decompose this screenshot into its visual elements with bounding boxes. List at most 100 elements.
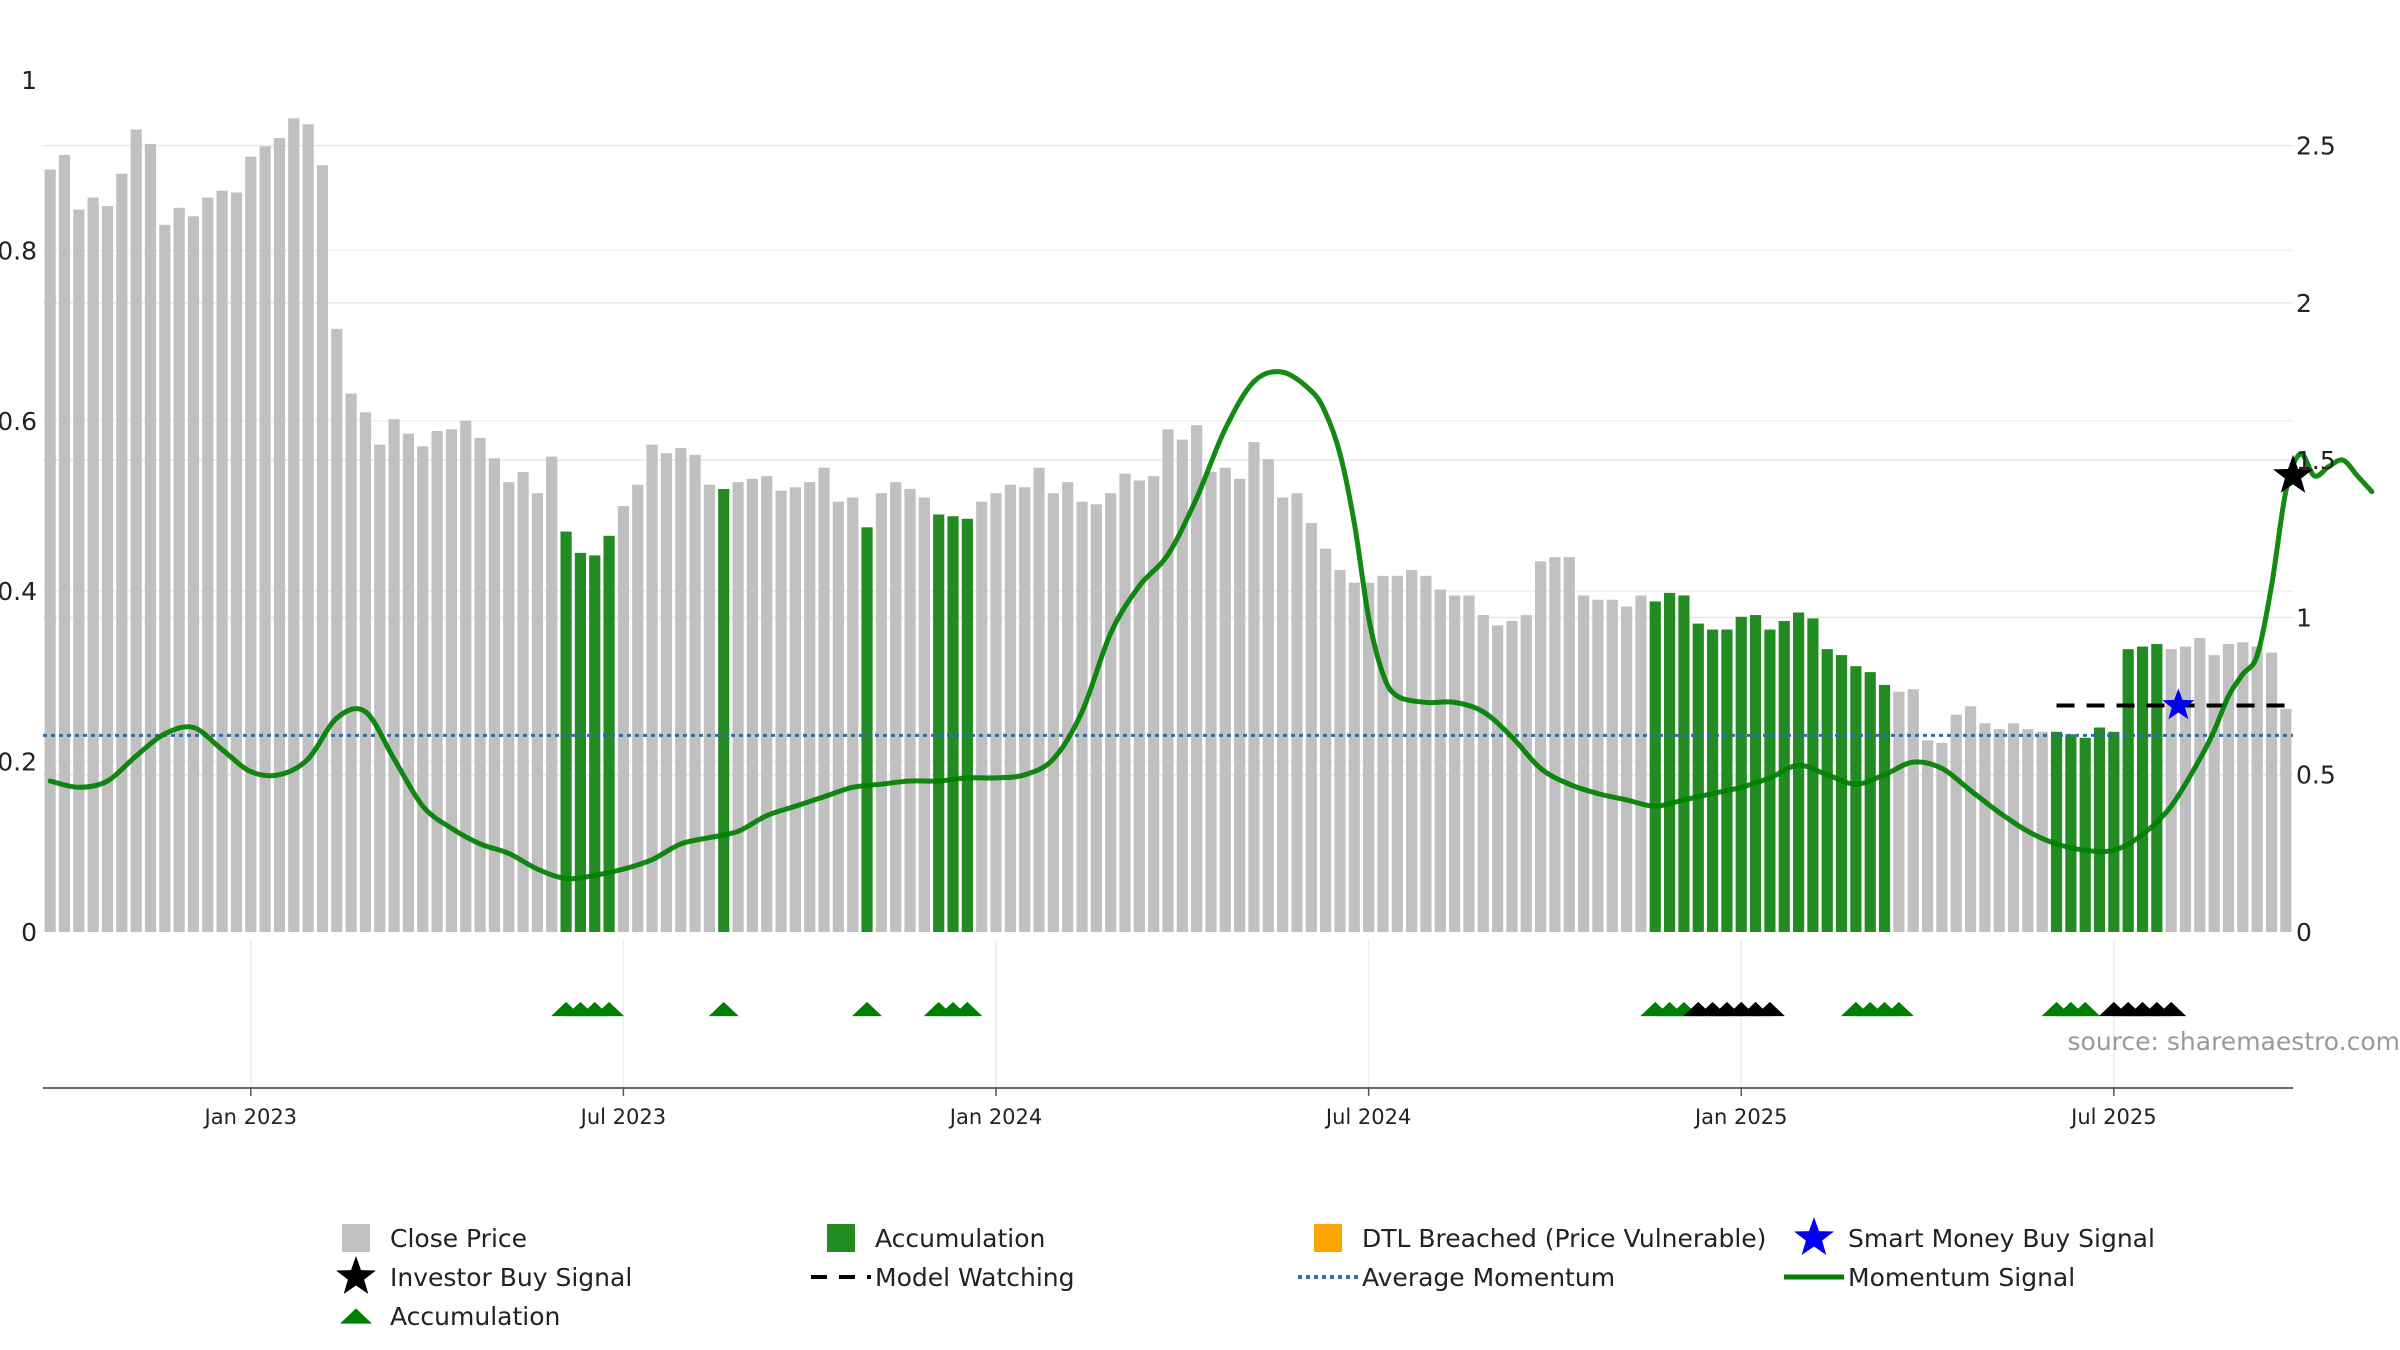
- close-price-bar-43: [660, 453, 672, 932]
- left-tick-label-1: 0.2: [0, 748, 37, 777]
- accumulation-bar-127: [1864, 672, 1876, 932]
- close-price-bar-4: [101, 206, 114, 932]
- investor-buy-star-icon: [2273, 454, 2313, 493]
- close-price-bar-80: [1191, 425, 1203, 932]
- accumulation-triangle-icon-39: [594, 1001, 625, 1017]
- accumulation-bar-147: [2151, 644, 2163, 932]
- close-price-bar-60: [904, 488, 916, 932]
- accumulation-bar-38: [589, 555, 601, 932]
- close-price-bar-44: [675, 448, 687, 932]
- accumulation-bar-119: [1749, 615, 1762, 932]
- right-axis-ticks: 0 0.5 1 1.5 2 2.5: [2296, 132, 2336, 947]
- close-price-bar-29: [460, 420, 472, 932]
- close-price-bar-34: [531, 493, 544, 932]
- close-price-bar-26: [417, 446, 429, 932]
- black-star-icon: [336, 1256, 376, 1294]
- close-price-bar-46: [703, 484, 715, 932]
- close-price-bar-40: [617, 506, 630, 932]
- close-price-bar-129: [1893, 691, 1905, 932]
- close-price-bar-31: [488, 458, 501, 932]
- legend-label-2: DTL Breached (Price Vulnerable): [1362, 1224, 1766, 1253]
- x-axis-ticks: Jan 2023 Jul 2023 Jan 2024 Jul 2024 Jan 2025…: [203, 1088, 2157, 1129]
- black-triangle-icon-120: [1754, 1001, 1785, 1017]
- close-price-bar-131: [1921, 740, 1934, 932]
- close-price-bar-10: [187, 216, 200, 932]
- close-price-bar-52: [789, 487, 801, 932]
- left-tick-label-5: 1: [21, 66, 37, 95]
- close-price-bar-13: [230, 192, 243, 933]
- close-price-bar-20: [331, 328, 343, 932]
- close-price-bar-153: [2237, 642, 2249, 932]
- momentum-signal-line: [47, 369, 2375, 882]
- close-price-bar-75: [1119, 473, 1131, 932]
- close-price-bar-42: [646, 444, 658, 932]
- accumulation-bar-122: [1792, 612, 1805, 932]
- close-price-bar-16: [273, 137, 286, 932]
- close-price-bar-48: [732, 482, 744, 932]
- accumulation-bar-112: [1649, 601, 1661, 932]
- close-price-bar-17: [288, 118, 300, 933]
- black-triangle-icon-148: [2156, 1001, 2187, 1017]
- close-price-bar-110: [1621, 606, 1633, 932]
- accumulation-bar-128: [1878, 684, 1891, 932]
- x-tick-label-0: Jan 2023: [203, 1105, 298, 1129]
- left-tick-label-0: 0: [21, 918, 37, 947]
- legend-label-8: Accumulation: [390, 1302, 560, 1331]
- right-tick-label-5: 2.5: [2296, 132, 2336, 161]
- accumulation-triangle-icon-47: [708, 1001, 739, 1017]
- close-price-bar-133: [1950, 714, 1962, 932]
- close-price-bar-134: [1964, 706, 1977, 932]
- accumulation-bar-62: [933, 514, 945, 932]
- close-price-bar-106: [1563, 557, 1575, 932]
- accumulation-bar-143: [2093, 727, 2106, 932]
- accumulation-bar-126: [1850, 666, 1862, 932]
- close-price-bar-27: [431, 431, 443, 932]
- close-price-bar-156: [2280, 708, 2292, 932]
- close-price-bar-99: [1463, 595, 1475, 932]
- black-star-shape: [336, 1256, 376, 1294]
- close-price-bar-89: [1320, 548, 1332, 932]
- orange-square-icon: [1314, 1224, 1342, 1252]
- close-price-bar-56: [847, 497, 859, 932]
- close-price-bar-24: [388, 419, 400, 932]
- legend-label-4: Investor Buy Signal: [390, 1263, 632, 1292]
- close-price-bar-2: [73, 209, 85, 932]
- close-price-bar-0: [44, 169, 56, 932]
- close-price-bar-105: [1549, 557, 1561, 932]
- accumulation-bar-113: [1664, 592, 1676, 932]
- legend-label-3: Smart Money Buy Signal: [1848, 1224, 2155, 1253]
- legend-label-0: Close Price: [390, 1224, 527, 1253]
- close-price-bar-152: [2222, 644, 2235, 932]
- right-tick-label-4: 2: [2296, 289, 2312, 318]
- close-price-bar-155: [2265, 652, 2278, 932]
- close-price-bar-50: [761, 476, 773, 932]
- close-price-bar-84: [1248, 442, 1260, 932]
- close-price-bar-107: [1578, 595, 1590, 932]
- close-price-bar-66: [990, 493, 1002, 932]
- close-price-bar-71: [1062, 482, 1074, 932]
- close-price-bar-35: [546, 456, 558, 932]
- close-price-bar-69: [1033, 467, 1045, 932]
- left-tick-label-2: 0.4: [0, 577, 37, 606]
- close-price-bar-19: [316, 165, 329, 932]
- green-square-icon: [827, 1224, 855, 1252]
- close-price-bar-74: [1105, 493, 1117, 932]
- legend-label-5: Model Watching: [875, 1263, 1075, 1292]
- accumulation-bar-140: [2050, 731, 2063, 932]
- accumulation-bar-116: [1706, 629, 1719, 932]
- accumulation-bar-64: [961, 518, 973, 932]
- close-price-bar-100: [1477, 615, 1489, 932]
- x-tick-label-2: Jan 2024: [948, 1105, 1043, 1129]
- left-tick-label-4: 0.8: [0, 236, 37, 265]
- right-tick-label-3: 1.5: [2296, 446, 2336, 475]
- close-price-bar-25: [402, 433, 415, 932]
- accumulation-triangle-icon-57: [852, 1001, 883, 1017]
- legend-label-1: Accumulation: [875, 1224, 1045, 1253]
- close-price-bar-32: [503, 482, 515, 932]
- close-price-bar-14: [245, 156, 257, 932]
- accumulation-bar-114: [1678, 595, 1690, 932]
- close-price-bar-81: [1205, 471, 1217, 932]
- close-price-bar-18: [302, 124, 314, 932]
- blue-star-icon: [1794, 1217, 1834, 1255]
- accumulation-bar-37: [574, 552, 587, 932]
